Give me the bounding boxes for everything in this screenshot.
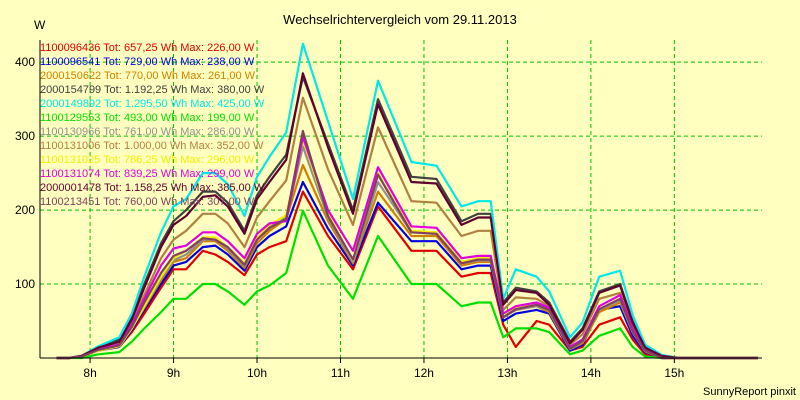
legend-entry: 1100131074 Tot: 839,25 Wh Max: 299,00 W bbox=[40, 168, 255, 180]
legend-entry: 1100131006 Tot: 1.000,00 Wh Max: 352,00 … bbox=[40, 140, 264, 152]
x-tick-label: 13h bbox=[497, 366, 517, 380]
series-line-1100213451 bbox=[56, 129, 758, 360]
legend-entry: 2000001478 Tot: 1.158,25 Wh Max: 385,00 … bbox=[40, 182, 265, 194]
legend-entry: 2000154799 Tot: 1.192,25 Wh Max: 380,00 … bbox=[40, 84, 265, 96]
legend-entry: 2000149892 Tot: 1.295,50 Wh Max: 425,00 … bbox=[40, 98, 265, 110]
footer-credit: SunnyReport pinxit bbox=[703, 386, 796, 398]
x-tick-label: 10h bbox=[247, 366, 267, 380]
x-tick-label: 8h bbox=[83, 366, 96, 380]
legend-entry: 2000150622 Tot: 770,00 Wh Max: 261,00 W bbox=[40, 70, 256, 82]
y-tick-label: 300 bbox=[15, 129, 35, 143]
y-tick-label: 100 bbox=[15, 277, 35, 291]
legend-entry: 1100096436 Tot: 657,25 Wh Max: 226,00 W bbox=[40, 42, 255, 54]
series-line-1100096541 bbox=[56, 180, 758, 360]
legend-entry: 1100130966 Tot: 761,00 Wh Max: 286,00 W bbox=[40, 126, 255, 138]
axes: 100 200 300 400 8h 9h 10h 11h 12h 13h 14h 15h bbox=[15, 40, 762, 380]
legend-entry: 1100131025 Tot: 786,25 Wh Max: 296,00 W bbox=[40, 154, 255, 166]
series-line-1100131074 bbox=[56, 135, 758, 360]
y-tick-label: 400 bbox=[15, 55, 35, 69]
legend-entry: 1100096541 Tot: 729,00 Wh Max: 238,00 W bbox=[40, 56, 255, 68]
x-tick-label: 14h bbox=[581, 366, 601, 380]
x-tick-label: 12h bbox=[414, 366, 434, 380]
series-line-1100096436 bbox=[56, 190, 758, 360]
series-line-2000149892 bbox=[56, 42, 758, 360]
x-tick-label: 9h bbox=[167, 366, 180, 380]
series-line-2000001478 bbox=[56, 72, 758, 360]
series-line-1100129553 bbox=[56, 209, 758, 360]
y-tick-label: 200 bbox=[15, 203, 35, 217]
x-tick-label: 11h bbox=[331, 366, 350, 380]
chart-title: Wechselrichtervergleich vom 29.11.2013 bbox=[283, 12, 517, 27]
series-lines bbox=[56, 42, 758, 360]
x-tick-label: 15h bbox=[664, 366, 684, 380]
legend-entry: 1100213451 Tot: 760,00 Wh Max: 307,00 W bbox=[40, 196, 255, 208]
legend: 1100096436 Tot: 657,25 Wh Max: 226,00 W 1… bbox=[40, 42, 265, 208]
legend-entry: 1100129553 Tot: 493,00 Wh Max: 199,00 W bbox=[40, 112, 255, 124]
y-axis-label: W bbox=[34, 18, 46, 32]
